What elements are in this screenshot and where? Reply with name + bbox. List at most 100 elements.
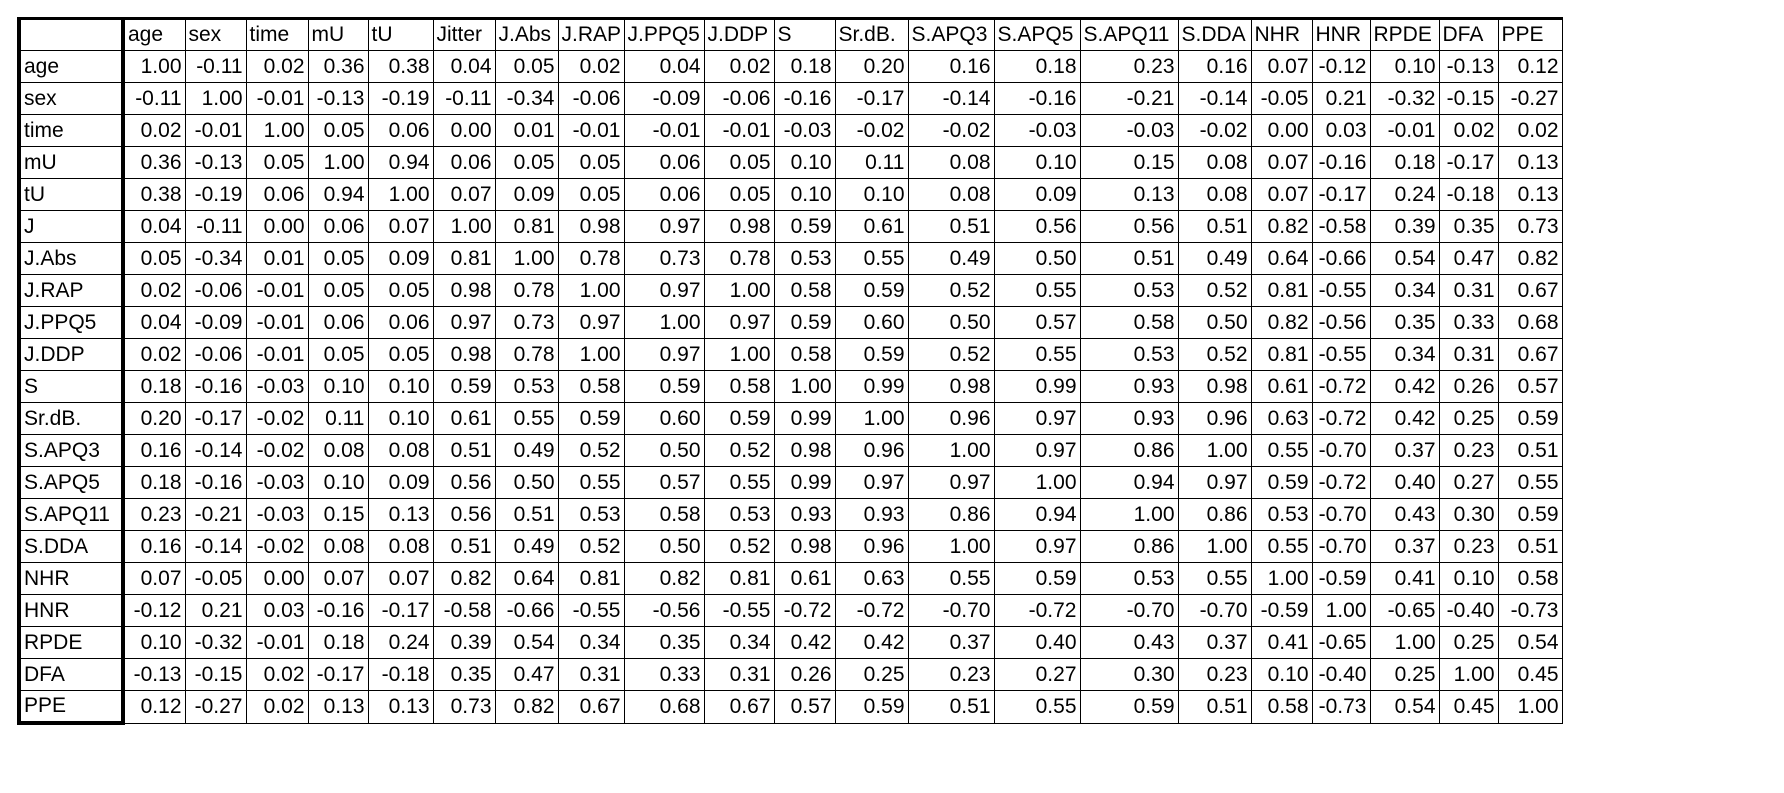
table-cell: -0.13: [1438, 50, 1499, 83]
table-cell: -0.14: [1177, 82, 1252, 115]
table-cell: 0.59: [1497, 498, 1563, 531]
table-cell: 0.11: [307, 402, 369, 435]
row-header: PPE: [17, 690, 125, 725]
table-cell: 0.52: [703, 530, 775, 563]
table-cell: -0.14: [184, 434, 247, 467]
column-header: NHR: [1250, 17, 1313, 51]
table-cell: 0.52: [703, 434, 775, 467]
table-cell: 0.10: [122, 626, 186, 659]
table-cell: -0.03: [245, 370, 309, 403]
table-cell: -0.70: [1177, 594, 1252, 627]
table-cell: 0.00: [245, 210, 309, 243]
table-cell: 0.97: [623, 210, 705, 243]
table-cell: 0.13: [367, 498, 434, 531]
table-cell: 1.00: [245, 114, 309, 147]
table-cell: -0.72: [993, 594, 1081, 627]
table-cell: 1.00: [907, 530, 995, 563]
table-cell: -0.02: [1177, 114, 1252, 147]
table-cell: -0.55: [557, 594, 625, 627]
table-cell: 0.68: [1497, 306, 1563, 339]
table-cell: 0.51: [494, 498, 559, 531]
table-cell: -0.17: [1438, 146, 1499, 179]
row-header: RPDE: [17, 626, 125, 659]
table-cell: 0.55: [703, 466, 775, 499]
table-cell: 0.54: [1369, 690, 1440, 724]
table-cell: 0.97: [623, 338, 705, 371]
table-cell: 0.25: [1369, 658, 1440, 691]
table-cell: 0.21: [184, 594, 247, 627]
table-cell: 0.35: [432, 658, 496, 691]
table-cell: 0.25: [1438, 402, 1499, 435]
table-cell: 0.98: [432, 338, 496, 371]
table-cell: 0.98: [773, 530, 836, 563]
table-cell: 0.54: [1369, 242, 1440, 275]
column-header: S.DDA: [1177, 17, 1252, 51]
column-header: time: [245, 17, 309, 51]
column-header: tU: [367, 17, 434, 51]
table-cell: 0.96: [907, 402, 995, 435]
table-cell: 0.10: [367, 402, 434, 435]
table-cell: 0.82: [623, 562, 705, 595]
table-cell: -0.12: [122, 594, 186, 627]
table-cell: 0.67: [703, 690, 775, 724]
table-cell: -0.13: [307, 82, 369, 115]
table-cell: 0.98: [703, 210, 775, 243]
table-cell: 0.16: [907, 50, 995, 83]
table-cell: 0.81: [1250, 338, 1313, 371]
table-row: mU 0.36 -0.13 0.05 1.00 0.94 0.06 0.05 0.05 0.06 0…: [17, 146, 1563, 179]
table-cell: 0.82: [1250, 210, 1313, 243]
table-cell: 0.97: [703, 306, 775, 339]
table-cell: -0.13: [122, 658, 186, 691]
table-cell: 0.05: [367, 338, 434, 371]
table-row: sex -0.11 1.00 -0.01 -0.13 -0.19 -0.11 -0.34 -0.…: [17, 82, 1563, 115]
table-cell: -0.70: [907, 594, 995, 627]
table-cell: 0.05: [307, 274, 369, 307]
table-cell: 0.18: [307, 626, 369, 659]
table-cell: 0.38: [367, 50, 434, 83]
table-cell: 0.59: [1079, 690, 1179, 724]
table-cell: 0.50: [993, 242, 1081, 275]
table-cell: 0.61: [773, 562, 836, 595]
table-cell: 0.36: [307, 50, 369, 83]
table-cell: 0.64: [1250, 242, 1313, 275]
table-cell: -0.11: [122, 82, 186, 115]
table-cell: -0.01: [1369, 114, 1440, 147]
table-cell: 1.00: [907, 434, 995, 467]
column-header: S.APQ5: [993, 17, 1081, 51]
table-cell: 0.43: [1369, 498, 1440, 531]
table-cell: 0.18: [122, 370, 186, 403]
table-cell: 0.33: [1438, 306, 1499, 339]
table-cell: 0.08: [907, 178, 995, 211]
table-cell: 0.02: [557, 50, 625, 83]
table-cell: 0.78: [494, 274, 559, 307]
table-cell: 0.97: [907, 466, 995, 499]
table-cell: -0.16: [993, 82, 1081, 115]
table-cell: -0.59: [1250, 594, 1313, 627]
table-row: J.Abs 0.05 -0.34 0.01 0.05 0.09 0.81 1.00 0.78 0.…: [17, 242, 1563, 275]
table-cell: 0.98: [907, 370, 995, 403]
table-cell: 0.02: [122, 274, 186, 307]
table-cell: 0.53: [1079, 274, 1179, 307]
table-cell: 1.00: [1311, 594, 1371, 627]
table-cell: 0.09: [494, 178, 559, 211]
table-cell: -0.02: [834, 114, 909, 147]
table-row: J.PPQ5 0.04 -0.09 -0.01 0.06 0.06 0.97 0.73 0.97…: [17, 306, 1563, 339]
table-cell: 0.51: [907, 690, 995, 724]
table-cell: 0.06: [432, 146, 496, 179]
table-cell: 0.16: [1177, 50, 1252, 83]
table-cell: 0.98: [432, 274, 496, 307]
table-cell: -0.01: [557, 114, 625, 147]
row-header: time: [17, 114, 125, 147]
table-cell: 0.97: [432, 306, 496, 339]
table-cell: 0.02: [1438, 114, 1499, 147]
table-cell: 0.57: [1497, 370, 1563, 403]
table-cell: 0.25: [834, 658, 909, 691]
table-cell: 0.30: [1079, 658, 1179, 691]
table-cell: -0.72: [1311, 370, 1371, 403]
table-cell: 0.94: [367, 146, 434, 179]
table-cell: 0.38: [122, 178, 186, 211]
table-cell: -0.17: [367, 594, 434, 627]
table-cell: 0.07: [122, 562, 186, 595]
table-cell: 0.55: [907, 562, 995, 595]
table-cell: 0.35: [623, 626, 705, 659]
